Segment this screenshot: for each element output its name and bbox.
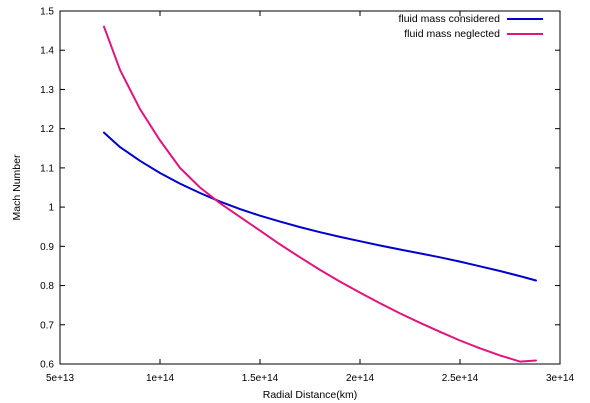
y-tick-label: 0.9 — [40, 242, 54, 253]
y-tick-label: 1.2 — [40, 124, 54, 135]
series-line-fluid-mass-considered — [103, 131, 537, 282]
y-tick-label: 1.4 — [40, 46, 54, 57]
legend: fluid mass considered fluid mass neglect… — [398, 13, 543, 40]
y-axis-label: Mach Number — [11, 154, 23, 220]
y-tick-label: 0.6 — [40, 360, 54, 371]
x-tick-label: 1.5e+14 — [242, 373, 279, 384]
x-tick-label: 2e+14 — [346, 373, 375, 384]
y-tick-label: 0.7 — [40, 320, 54, 331]
y-tick-label: 1 — [48, 203, 54, 214]
legend-label-fluid-mass-neglected: fluid mass neglected — [404, 28, 500, 40]
plot-area-frame — [59, 10, 561, 365]
y-axis: 0.6 0.7 0.8 0.9 1 1.1 1.2 1.3 1.4 1.5 — [40, 7, 560, 371]
series-line-fluid-mass-neglected — [103, 25, 537, 363]
x-axis-label: Radial Distance(km) — [263, 389, 358, 401]
y-tick-label: 1.5 — [40, 7, 54, 18]
x-tick-label: 3e+14 — [546, 373, 575, 384]
x-axis: 5e+13 1e+14 1.5e+14 2e+14 2.5e+14 3e+14 — [46, 11, 575, 384]
x-tick-label: 5e+13 — [46, 373, 75, 384]
series-layer — [103, 25, 537, 363]
y-tick-label: 1.1 — [40, 163, 54, 174]
legend-label-fluid-mass-considered: fluid mass considered — [398, 13, 500, 25]
x-tick-label: 1e+14 — [146, 373, 175, 384]
x-tick-label: 2.5e+14 — [442, 373, 479, 384]
y-tick-label: 1.3 — [40, 85, 54, 96]
y-tick-label: 0.8 — [40, 281, 54, 292]
